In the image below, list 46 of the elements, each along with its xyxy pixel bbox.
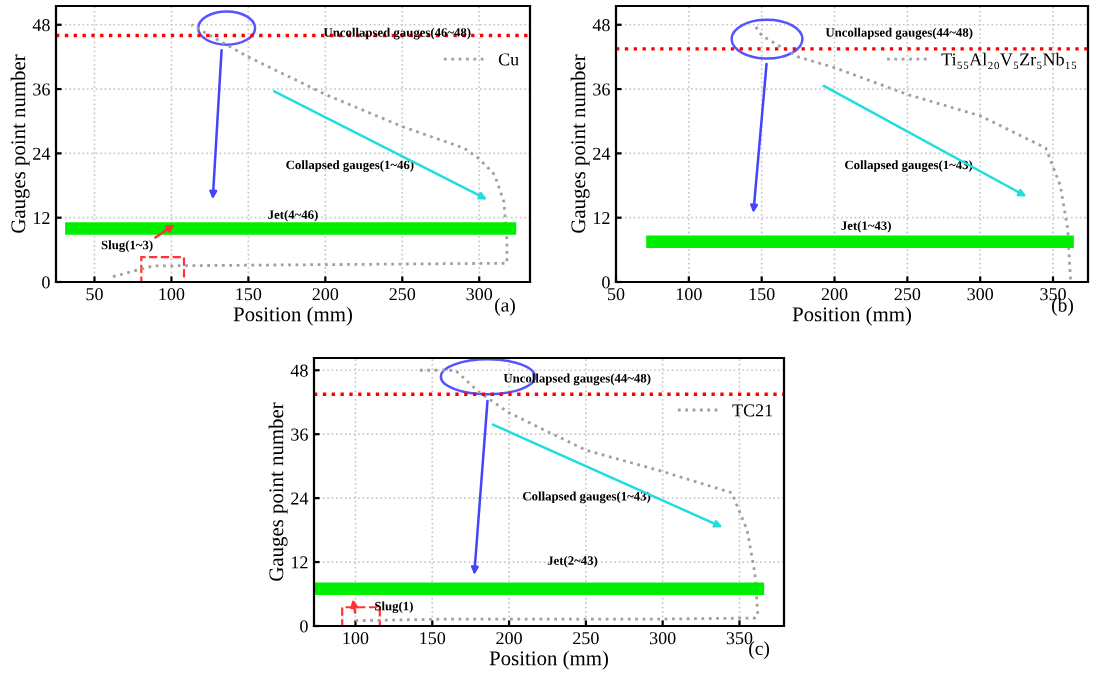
x-tick-label: 100	[343, 632, 369, 645]
x-tick-label: 350	[726, 632, 753, 645]
y-tick-label: 0	[42, 276, 50, 289]
y-tick-label: 48	[592, 19, 610, 32]
text: (c)	[749, 641, 770, 659]
legend-label: Cu	[498, 53, 519, 66]
x-axis-title: Position (mm)	[792, 306, 911, 326]
x-tick-label: 300	[649, 632, 676, 645]
x-tick-label: 350	[1040, 288, 1066, 301]
x-tick-label: 150	[420, 632, 446, 645]
text: (b)	[1052, 298, 1073, 316]
y-tick-label: 48	[32, 19, 50, 32]
y-tick-label: 24	[33, 147, 51, 160]
x-tick-label: 200	[312, 288, 339, 301]
y-tick-label: 12	[593, 212, 610, 224]
x-tick-label: 150	[749, 288, 775, 301]
y-tick-label: 36	[33, 83, 50, 96]
y-tick-label: 12	[33, 212, 50, 224]
x-tick-label: 200	[496, 632, 522, 645]
x-tick-label: 50	[86, 288, 103, 301]
x-tick-label: 250	[389, 288, 416, 301]
x-tick-label: 300	[967, 288, 994, 301]
y-tick-label: 48	[290, 364, 308, 377]
x-tick-label: 250	[573, 632, 599, 645]
y-tick-label: 36	[291, 428, 308, 441]
x-axis-title: Position (mm)	[489, 650, 608, 670]
y-tick-label: 36	[593, 83, 610, 96]
y-tick-label: 24	[593, 147, 611, 160]
y-axis-title: Gauges point number	[570, 54, 590, 233]
x-tick-label: 300	[466, 288, 493, 301]
y-tick-label: 12	[291, 556, 308, 569]
legend-label: TC21	[732, 404, 773, 417]
x-tick-label: 200	[821, 288, 848, 301]
y-axis-title: Gauges point number	[10, 54, 30, 233]
y-tick-label: 0	[300, 620, 308, 633]
y-tick-label: 0	[602, 276, 610, 289]
x-tick-label: 250	[894, 288, 921, 301]
y-tick-label: 24	[291, 492, 309, 505]
text: (a)	[495, 298, 515, 316]
x-tick-label: 100	[159, 288, 185, 301]
x-tick-label: 50	[608, 288, 625, 301]
y-axis-title: Gauges point number	[268, 402, 288, 581]
x-axis-title: Position (mm)	[233, 306, 352, 326]
x-tick-label: 100	[676, 288, 702, 301]
legend-label: Ti₅₅Al₂₀V₅Zr₅Nb₁₅	[941, 52, 1077, 70]
x-tick-label: 150	[236, 288, 262, 301]
